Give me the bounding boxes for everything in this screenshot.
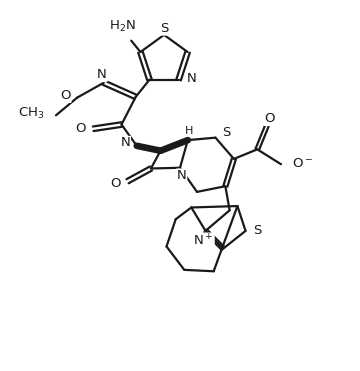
Text: N: N	[186, 72, 196, 85]
Text: O: O	[111, 177, 121, 190]
Text: O$^-$: O$^-$	[292, 157, 314, 170]
Text: S: S	[222, 126, 231, 139]
Text: O: O	[76, 122, 86, 135]
Text: O: O	[60, 89, 71, 102]
Text: O: O	[265, 112, 275, 125]
Text: H: H	[185, 125, 193, 135]
Text: CH$_3$: CH$_3$	[18, 106, 45, 121]
Text: N$^+$: N$^+$	[193, 233, 214, 249]
Text: N: N	[97, 68, 107, 81]
Text: N: N	[121, 137, 130, 150]
Text: H$_2$N: H$_2$N	[109, 19, 136, 34]
Text: N: N	[177, 169, 186, 182]
Text: S: S	[253, 224, 262, 237]
Text: S: S	[161, 22, 169, 35]
